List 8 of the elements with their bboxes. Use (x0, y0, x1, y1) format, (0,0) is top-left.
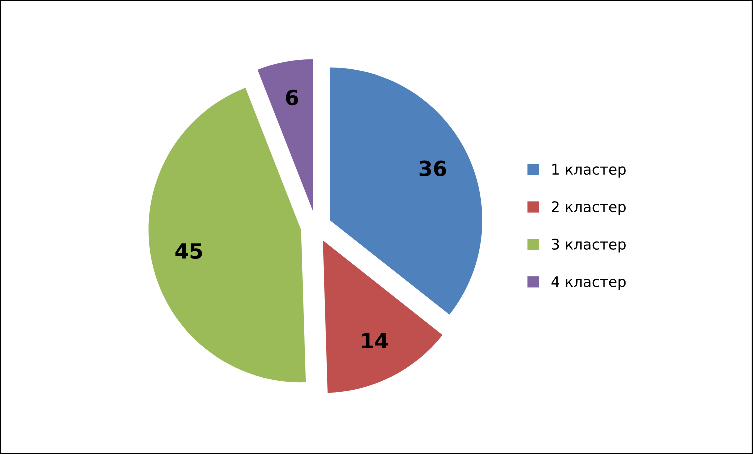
data-label: 45 (176, 244, 202, 260)
data-label: 6 (286, 90, 298, 106)
legend-label: 4 кластер (552, 276, 626, 290)
legend-label: 2 кластер (552, 201, 626, 216)
data-label: 14 (362, 333, 388, 349)
legend-label: 1 кластер (552, 164, 626, 178)
legend-label: 3 кластер (552, 238, 626, 253)
data-label: 36 (420, 160, 446, 177)
